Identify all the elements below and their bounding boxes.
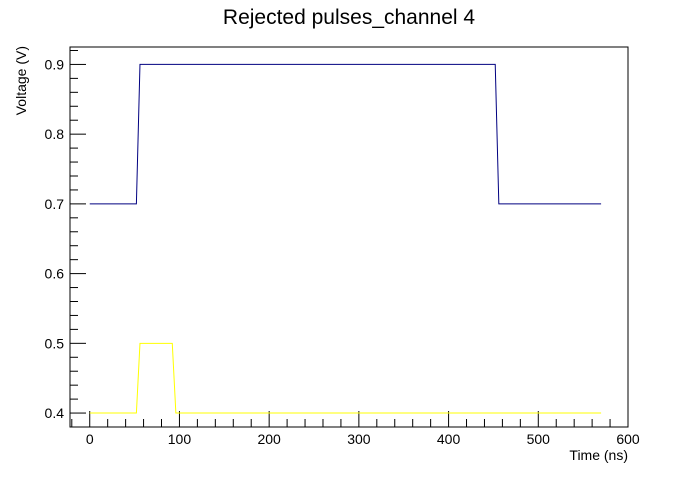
x-axis-label: Time (ns) — [569, 447, 628, 463]
y-tick-label: 0.6 — [45, 266, 65, 282]
x-tick-label: 100 — [168, 431, 192, 447]
x-tick-label: 300 — [347, 431, 371, 447]
x-tick-label: 0 — [86, 431, 94, 447]
series-line-1 — [89, 63, 602, 205]
y-tick-label: 0.4 — [45, 405, 65, 421]
y-tick-label: 0.7 — [45, 196, 65, 212]
plot-frame — [69, 46, 629, 428]
y-axis: 0.4 0.5 0.6 0.7 0.8 0.9 — [45, 49, 86, 428]
y-tick-label: 0.9 — [45, 56, 65, 72]
y-tick-label: 0.5 — [45, 335, 65, 351]
x-tick-label: 400 — [437, 431, 461, 447]
chart-title: Rejected pulses_channel 4 — [223, 6, 475, 29]
series-layer — [89, 63, 602, 414]
y-tick-label: 0.8 — [45, 126, 65, 142]
x-axis: 0 100 200 300 400 500 600 — [71, 411, 640, 447]
x-tick-label: 200 — [257, 431, 281, 447]
x-tick-label: 500 — [527, 431, 551, 447]
y-axis-label: Voltage (V) — [13, 46, 29, 115]
x-tick-label: 600 — [616, 431, 640, 447]
series-line-2 — [89, 342, 602, 414]
